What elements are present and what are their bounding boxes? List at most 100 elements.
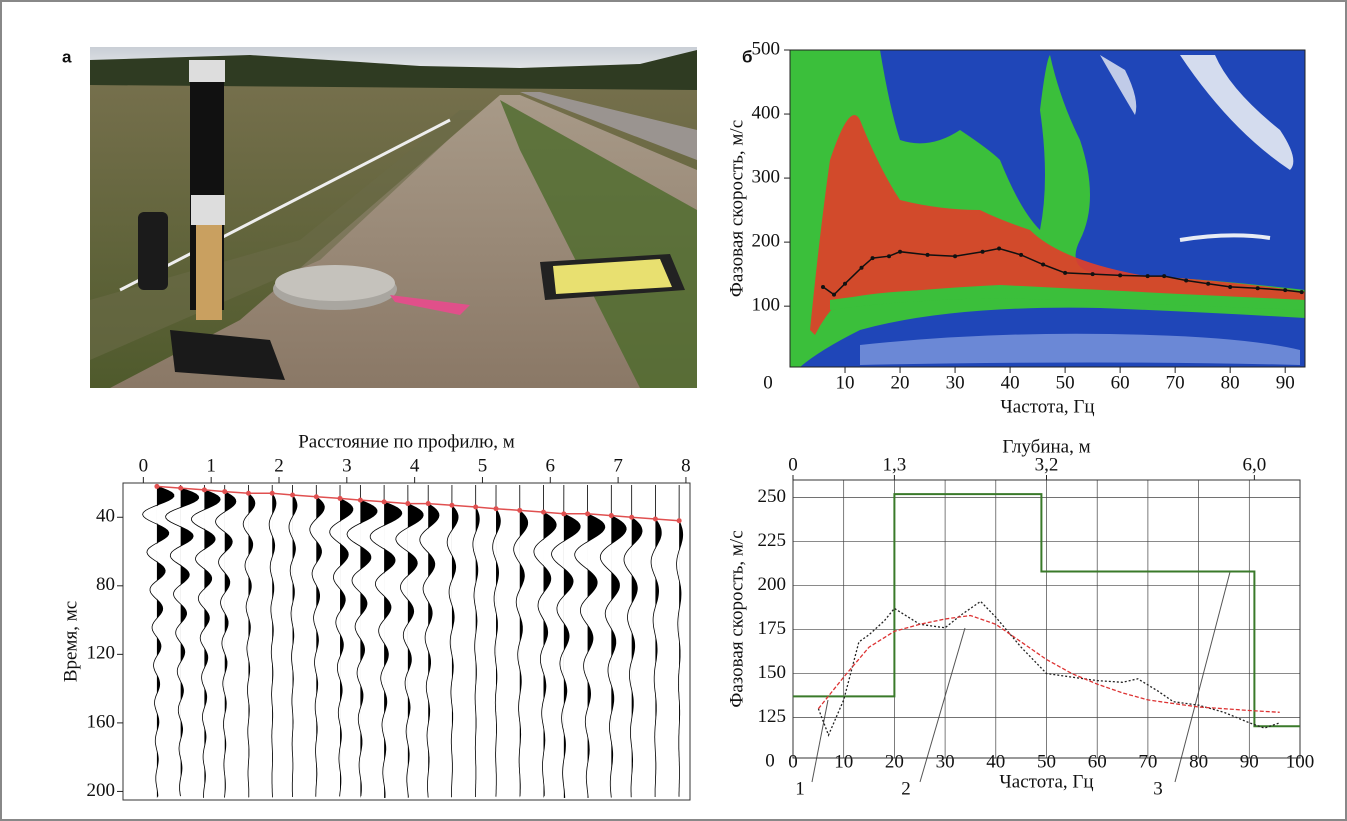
panel-label: б [742,47,753,66]
callout-label: 1 [795,778,805,799]
first-arrival [677,518,682,523]
top-tick-label: 6,0 [1242,454,1266,475]
curve-point [1041,263,1045,267]
x-tick-label: 60 [1088,751,1107,772]
curve-point [832,293,836,297]
x-tick-label: 40 [986,751,1005,772]
x-tick-label: 50 [1056,372,1075,393]
x-tick-label: 5 [478,455,488,476]
origin-label: 0 [763,372,773,393]
curve-point [926,253,930,257]
x-tick-label: 1 [206,455,216,476]
curve-point [981,250,985,254]
y-tick-label: 200 [758,574,787,595]
x-tick-label: 30 [946,372,965,393]
curve-point [821,285,825,289]
first-arrival [494,506,499,511]
x-tick-label: 10 [836,372,855,393]
top-tick-label: 0 [788,454,798,475]
first-arrival [561,511,566,516]
y-tick-label: 175 [758,618,787,639]
first-arrival [222,489,227,494]
first-arrival [246,491,251,496]
origin-label: 0 [765,750,775,771]
curve-point [1228,285,1232,289]
curve-point [860,266,864,270]
y-tick-label: 400 [752,102,781,123]
x-tick-label: 2 [274,455,284,476]
first-arrival [426,501,431,506]
x-tick-label: 90 [1276,372,1295,393]
top-tick-label: 3,2 [1035,454,1059,475]
curve-point [1146,274,1150,278]
first-arrival [382,499,387,504]
first-arrival [517,508,522,513]
x-tick-label: 40 [1001,372,1020,393]
photo [90,47,697,388]
first-arrival [358,498,363,503]
y-tick-label: 300 [752,166,781,187]
y-tick-label: 160 [87,711,116,732]
y-tick-label: 100 [752,295,781,316]
curve-point [1063,271,1067,275]
dispersion-image-background [790,50,1305,367]
y-tick-label: 200 [752,230,781,251]
x-tick-label: 30 [936,751,955,772]
y-tick-label: 120 [87,643,116,664]
first-arrival [585,511,590,516]
y-tick-label: 125 [758,706,787,727]
y-tick-label: 200 [87,780,116,801]
x-tick-label: 3 [342,455,352,476]
curve-point [1184,279,1188,283]
y-tick-label: 80 [96,574,115,595]
x-tick-label: 8 [681,455,691,476]
x-tick-label: 60 [1111,372,1130,393]
x-tick-label: 0 [139,455,149,476]
figure-canvas: а 1002003004005001020304050607080900Част… [0,0,1347,821]
first-arrival [541,510,546,515]
curve-point [871,256,875,260]
curve-point [898,250,902,254]
first-arrival [653,516,658,521]
curve-point [843,282,847,286]
y-tick-label: 40 [96,506,115,527]
top-tick-label: 1,3 [883,454,907,475]
curve-point [1091,272,1095,276]
x-tick-label: 90 [1240,751,1259,772]
x-tick-label: 80 [1221,372,1240,393]
x-tick-label: 70 [1166,372,1185,393]
x-tick-label: 80 [1189,751,1208,772]
first-arrival [270,491,275,496]
curve-point [1300,290,1304,294]
first-arrival [338,496,343,501]
y-axis-label: Фазовая скорость, м/с [726,120,747,297]
y-tick-label: 150 [758,662,787,683]
first-arrival [405,501,410,506]
x-axis-label: Частота, Гц [1000,396,1094,417]
curve-point [1118,273,1122,277]
first-arrival [178,486,183,491]
callout-label: 3 [1153,778,1163,799]
first-arrival [202,487,207,492]
y-axis-label: Фазовая скорость, м/с [726,530,747,707]
x-axis-label: Расстояние по профилю, м [298,431,515,452]
first-arrival [449,503,454,508]
x-tick-label: 4 [410,455,420,476]
curve-point [997,247,1001,251]
first-arrival [314,494,319,499]
x-tick-label: 50 [1037,751,1056,772]
x-tick-label: 6 [546,455,556,476]
curve-point [1019,253,1023,257]
figure: а 1002003004005001020304050607080900Част… [0,0,1347,821]
first-arrival [154,484,159,489]
curve-point [1206,282,1210,286]
first-arrival [629,515,634,520]
first-arrival [609,513,614,518]
x-tick-label: 20 [885,751,904,772]
curve-point [1162,274,1166,278]
x-tick-label: 7 [613,455,623,476]
y-tick-label: 225 [758,530,787,551]
curve-point [1256,286,1260,290]
x-tick-label: 20 [891,372,910,393]
curve-point [1283,288,1287,292]
